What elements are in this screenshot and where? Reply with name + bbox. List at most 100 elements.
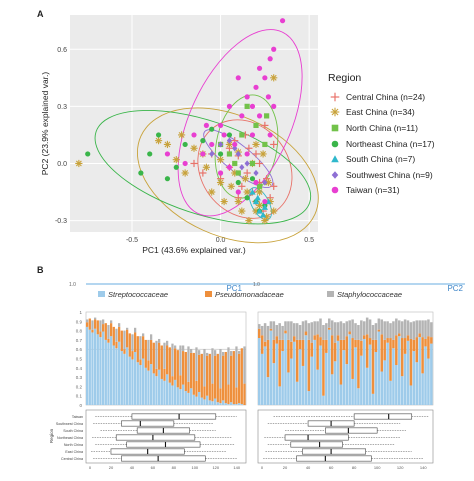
data-point <box>209 150 215 158</box>
stacked-bar-segment <box>107 338 110 343</box>
legend-marker-shape <box>330 92 340 102</box>
stacked-bar-segment <box>118 341 121 405</box>
data-point <box>232 141 238 148</box>
stacked-bar-segment <box>409 338 413 386</box>
stacked-bar-segment <box>222 355 225 401</box>
stacked-bar-segment <box>86 319 89 323</box>
stacked-bar-segment <box>168 347 171 383</box>
stacked-bar-segment <box>365 367 369 405</box>
stacked-bar-segment <box>368 338 372 345</box>
data-point <box>238 207 246 215</box>
box-x-tick-label: 40 <box>130 465 135 470</box>
data-point <box>220 197 228 206</box>
bar-y-tick-label: 1 <box>79 310 82 315</box>
stacked-bar-segment <box>406 320 410 336</box>
stacked-bar-segment <box>322 339 325 396</box>
stacked-bar-segment <box>313 321 316 336</box>
stacked-bar-segment <box>330 320 334 336</box>
boxplot <box>93 455 237 462</box>
stacked-bar-segment <box>293 336 296 342</box>
stacked-bar-segment <box>179 375 182 390</box>
stacked-bar-segment <box>214 350 217 356</box>
data-point <box>235 170 241 176</box>
data-point <box>270 182 278 190</box>
stacked-bar-segment <box>187 346 190 382</box>
data-point <box>252 140 260 149</box>
stacked-bar-segment <box>222 351 225 356</box>
stacked-bar-segment <box>400 376 404 405</box>
data-point <box>261 204 268 210</box>
stacked-bar-segment <box>258 328 261 339</box>
data-point <box>221 132 227 138</box>
stacked-bar-segment <box>374 339 378 352</box>
stacked-bar-segment <box>284 330 287 334</box>
stacked-bar-segment <box>310 322 314 343</box>
stacked-bar-segment <box>94 317 97 320</box>
data-point <box>249 188 256 195</box>
stacked-bar-segment <box>158 342 161 370</box>
stacked-bar-segment <box>351 319 354 339</box>
data-point <box>243 188 251 196</box>
stacked-bar-segment <box>418 333 421 338</box>
data-point <box>267 132 273 138</box>
stacked-bar-segment <box>190 388 193 405</box>
legend-marker <box>331 124 339 132</box>
box-x-tick-label: 60 <box>151 465 156 470</box>
box-x-tick-label: 40 <box>306 465 311 470</box>
data-point <box>226 137 233 144</box>
legend-swatch <box>98 291 105 297</box>
data-point <box>164 151 171 157</box>
stacked-bar-segment <box>144 339 147 368</box>
stacked-bar-segment <box>260 325 264 336</box>
stacked-bar-segment <box>386 342 389 405</box>
pc1-label: PC1 <box>226 284 242 293</box>
stacked-bar-segment <box>412 321 416 340</box>
legend-marker <box>331 140 339 147</box>
box <box>353 413 413 420</box>
boxplot <box>100 427 216 434</box>
stacked-bar-segment <box>386 338 389 343</box>
stacked-bar-segment <box>219 349 222 389</box>
stacked-bar-segment <box>136 336 139 363</box>
stacked-bar-segment <box>415 337 419 363</box>
stacked-bar-segment <box>354 339 357 348</box>
data-point <box>209 141 215 148</box>
stacked-bar-segment <box>107 342 110 405</box>
stacked-bar-segment <box>158 338 161 343</box>
stacked-bar-segment <box>214 355 217 399</box>
stacked-bar-segment <box>295 323 299 340</box>
stacked-bar-segment <box>227 404 230 405</box>
stacked-bar-segment <box>238 351 241 354</box>
box <box>325 427 378 434</box>
stacked-bar-and-box-chart: 1.0 1.0 PC1 PC2 Streptococcaceae Pseudomonada… <box>49 282 465 470</box>
stacked-bar-segment <box>128 356 131 405</box>
legend-item: North China (n=11) <box>328 120 435 136</box>
legend-marker-shape <box>331 124 339 132</box>
stacked-bar-segment <box>339 321 343 340</box>
legend-marker <box>331 187 339 194</box>
stacked-bar-segment <box>389 380 392 405</box>
stacked-bar-segment <box>104 339 107 405</box>
stacked-bar-segment <box>295 339 299 382</box>
stacked-bar-segment <box>238 353 241 404</box>
data-point <box>147 151 153 157</box>
data-point <box>173 164 179 170</box>
data-point <box>256 65 263 71</box>
stacked-bar-segment <box>400 321 404 339</box>
data-point <box>253 84 259 90</box>
stacked-bar-segment <box>179 389 182 405</box>
data-point <box>254 194 261 201</box>
stacked-bar-segment <box>336 322 340 336</box>
stacked-bar-segment <box>333 342 337 362</box>
legend-marker <box>330 92 340 102</box>
data-point <box>243 169 251 177</box>
region-tick-label: South China <box>63 429 83 433</box>
stacked-bar-segment <box>198 350 201 355</box>
stacked-bar-segment <box>427 319 430 337</box>
boxplot <box>95 413 237 420</box>
box-x-tick-label: 140 <box>233 465 240 470</box>
stacked-bar-segment <box>395 318 398 336</box>
stacked-bar-segment <box>216 402 219 405</box>
stacked-bar-segment <box>298 339 302 350</box>
stacked-bar-segment <box>333 361 337 405</box>
